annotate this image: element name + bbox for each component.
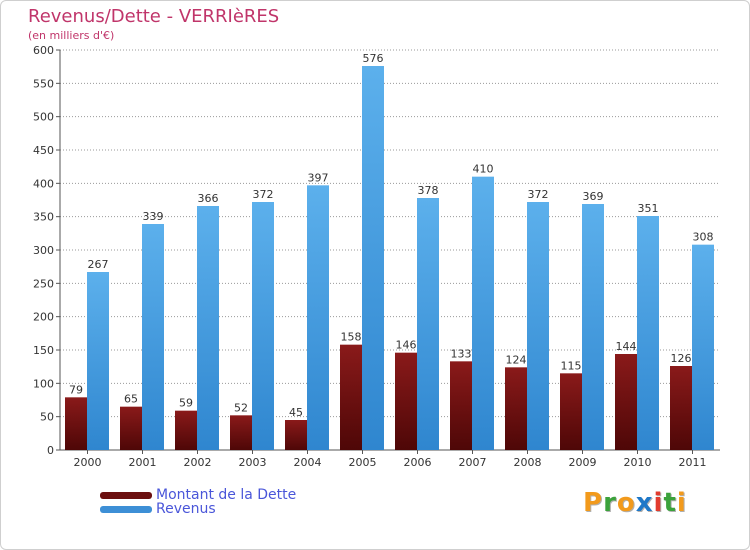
bar-revenus-2000	[87, 272, 109, 450]
bar-revenus-2005	[362, 66, 384, 450]
legend-swatch-revenus	[100, 505, 152, 513]
logo-letter: o	[616, 488, 636, 518]
y-tick-label: 300	[33, 244, 54, 257]
logo-letter: i	[653, 488, 664, 518]
x-tick-label: 2008	[514, 456, 542, 469]
y-tick-label: 550	[33, 77, 54, 90]
x-tick-label: 2007	[459, 456, 487, 469]
bar-revenus-2001	[142, 224, 164, 450]
bar-revenus-2009	[582, 204, 604, 450]
bar-debt-2006	[395, 352, 417, 450]
y-tick-label: 600	[33, 44, 54, 57]
y-tick-label: 200	[33, 311, 54, 324]
logo-letter: i	[676, 488, 687, 518]
y-tick-label: 150	[33, 344, 54, 357]
bar-revenus-2006	[417, 198, 439, 450]
x-tick-label: 2004	[294, 456, 322, 469]
x-tick-label: 2011	[679, 456, 707, 469]
data-label-debt-2001: 65	[124, 393, 138, 406]
data-label-revenus-2005: 576	[363, 52, 384, 65]
x-tick-label: 2001	[129, 456, 157, 469]
bar-revenus-2004	[307, 185, 329, 451]
y-tick-label: 400	[33, 177, 54, 190]
data-label-revenus-2008: 372	[528, 188, 549, 201]
data-label-revenus-2002: 366	[198, 192, 219, 205]
bar-debt-2010	[615, 354, 637, 450]
bar-debt-2009	[560, 373, 582, 450]
logo-letter: P	[583, 488, 604, 518]
bar-debt-2005	[340, 344, 362, 450]
x-tick-label: 2009	[569, 456, 597, 469]
bar-revenus-2008	[527, 202, 549, 450]
bar-debt-2001	[120, 406, 142, 450]
y-tick-label: 0	[47, 444, 54, 457]
bar-debt-2008	[505, 367, 527, 450]
data-label-debt-2000: 79	[69, 383, 83, 396]
data-label-debt-2009: 115	[561, 359, 582, 372]
legend-item-revenus: Revenus	[100, 501, 216, 517]
logo-letter: r	[603, 488, 617, 518]
data-label-revenus-2011: 308	[693, 231, 714, 244]
data-label-revenus-2003: 372	[253, 188, 274, 201]
logo-letter: t	[663, 488, 677, 518]
x-tick-label: 2003	[239, 456, 267, 469]
data-label-debt-2003: 52	[234, 401, 248, 414]
bar-debt-2002	[175, 410, 197, 450]
legend-label-revenus: Revenus	[156, 501, 216, 517]
legend-item-debt: Montant de la Dette	[100, 487, 297, 503]
y-tick-label: 50	[40, 411, 54, 424]
data-label-revenus-2004: 397	[308, 171, 329, 184]
legend-swatch-debt	[100, 491, 152, 499]
chart-title: Revenus/Dette - VERRIèRES	[28, 6, 280, 27]
y-tick-label: 350	[33, 211, 54, 224]
bar-debt-2003	[230, 415, 252, 450]
logo-letter: x	[635, 488, 654, 518]
chart-subtitle: (en milliers d'€)	[28, 29, 115, 42]
data-label-revenus-2007: 410	[473, 163, 494, 176]
x-tick-label: 2002	[184, 456, 212, 469]
data-label-debt-2011: 126	[671, 352, 692, 365]
bar-debt-2007	[450, 361, 472, 450]
y-tick-label: 500	[33, 111, 54, 124]
bar-debt-2004	[285, 420, 307, 450]
data-label-revenus-2009: 369	[583, 190, 604, 203]
x-tick-label: 2006	[404, 456, 432, 469]
x-tick-label: 2005	[349, 456, 377, 469]
data-label-debt-2010: 144	[616, 340, 637, 353]
data-label-revenus-2006: 378	[418, 184, 439, 197]
legend-label-debt: Montant de la Dette	[156, 487, 297, 503]
bar-revenus-2010	[637, 216, 659, 450]
bar-revenus-2002	[197, 206, 219, 450]
data-label-debt-2005: 158	[341, 331, 362, 344]
data-label-debt-2004: 45	[289, 406, 303, 419]
bar-debt-2011	[670, 366, 692, 450]
data-label-debt-2008: 124	[506, 353, 527, 366]
bar-revenus-2003	[252, 202, 274, 450]
y-tick-label: 250	[33, 277, 54, 290]
data-label-revenus-2000: 267	[88, 258, 109, 271]
y-tick-label: 100	[33, 377, 54, 390]
data-label-debt-2007: 133	[451, 347, 472, 360]
bar-revenus-2011	[692, 244, 714, 450]
bar-revenus-2007	[472, 176, 494, 450]
data-label-debt-2002: 59	[179, 397, 193, 410]
data-label-debt-2006: 146	[396, 339, 417, 352]
x-tick-label: 2010	[624, 456, 652, 469]
data-label-revenus-2010: 351	[638, 202, 659, 215]
data-label-revenus-2001: 339	[143, 210, 164, 223]
x-tick-label: 2000	[74, 456, 102, 469]
bar-debt-2000	[65, 397, 87, 450]
y-tick-label: 450	[33, 144, 54, 157]
